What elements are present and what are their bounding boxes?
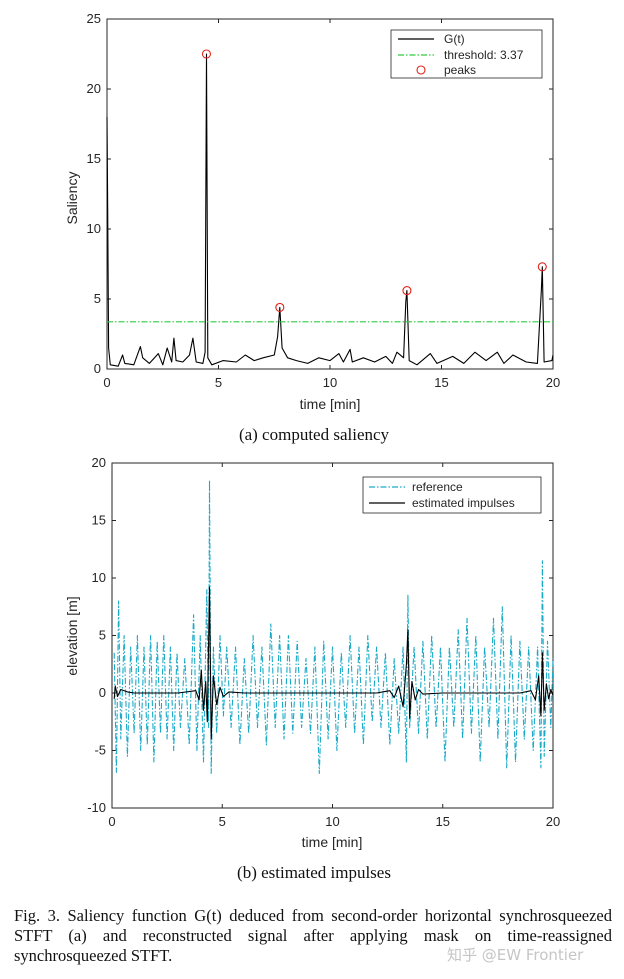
- chart-b-ytick-label: 5: [99, 628, 106, 643]
- chart-b-xtick-label: 5: [219, 814, 226, 829]
- legend-a-gt-label: G(t): [444, 32, 465, 46]
- chart-a-ytick-label: 0: [94, 361, 101, 376]
- chart-b-axes-box: [111, 462, 554, 809]
- figure-caption: Fig. 3. Saliency function G(t) deduced f…: [14, 906, 612, 965]
- chart-a-xtick-label: 20: [546, 375, 560, 390]
- chart-a-xtick-label: 10: [323, 375, 337, 390]
- chart-b-series-reference: [113, 479, 554, 775]
- chart-a-xtick-label: 0: [103, 375, 110, 390]
- chart-b-ytick-label: -10: [87, 800, 106, 815]
- chart-a-series-g-t: [106, 53, 554, 367]
- chart-a-ytick-label: 15: [87, 151, 101, 166]
- chart-a-peak-marker: [275, 302, 285, 312]
- chart-a-legend: G(t) threshold: 3.37 peaks: [390, 29, 543, 79]
- chart-a-peak-marker: [402, 286, 412, 296]
- chart-a-ytick-label: 5: [94, 291, 101, 306]
- chart-b-ytick-label: 20: [92, 455, 106, 470]
- chart-a: 0 5 10 15 20 0 5 10 15 20 25 time [min] Saliency G…: [64, 11, 560, 444]
- chart-b-series-estimated-impulses: [113, 586, 554, 740]
- chart-b-xtick-label: 20: [546, 814, 560, 829]
- chart-b-ytick-label: 0: [99, 685, 106, 700]
- chart-b-xtick-label: 10: [325, 814, 339, 829]
- chart-b-ytick-label: -5: [94, 743, 106, 758]
- legend-a-peaks-swatch: [416, 65, 426, 75]
- chart-b-ylabel: elevation [m]: [64, 596, 80, 675]
- watermark: 知乎 @EW Frontier: [447, 946, 584, 964]
- chart-b-ytick-label: 10: [92, 570, 106, 585]
- chart-a-peak-marker: [537, 262, 547, 272]
- chart-b-xtick-label: 15: [436, 814, 450, 829]
- chart-a-ytick-label: 25: [87, 11, 101, 26]
- chart-b: 0 5 10 15 20 -10 -5 0 5 10 15 20 time [min] elevati…: [64, 455, 560, 882]
- chart-a-xlabel: time [min]: [300, 396, 361, 412]
- chart-a-ytick-label: 20: [87, 81, 101, 96]
- legend-b-reference-label: reference: [412, 480, 463, 494]
- chart-a-xtick-label: 5: [215, 375, 222, 390]
- chart-a-ylabel: Saliency: [64, 172, 80, 225]
- chart-b-xlabel: time [min]: [302, 834, 363, 850]
- subcaption-b: (b) estimated impulses: [237, 863, 391, 882]
- subcaption-a: (a) computed saliency: [239, 425, 390, 444]
- chart-a-xtick-label: 15: [434, 375, 448, 390]
- chart-a-peak-marker: [201, 49, 212, 59]
- legend-b-estimated-label: estimated impulses: [412, 496, 515, 510]
- legend-a-peaks-label: peaks: [444, 63, 476, 77]
- chart-b-ytick-label: 15: [92, 513, 106, 528]
- chart-b-xtick-label: 0: [108, 814, 115, 829]
- legend-a-threshold-label: threshold: 3.37: [444, 48, 524, 62]
- chart-a-ytick-label: 10: [87, 221, 101, 236]
- chart-b-legend: reference estimated impulses: [362, 476, 542, 514]
